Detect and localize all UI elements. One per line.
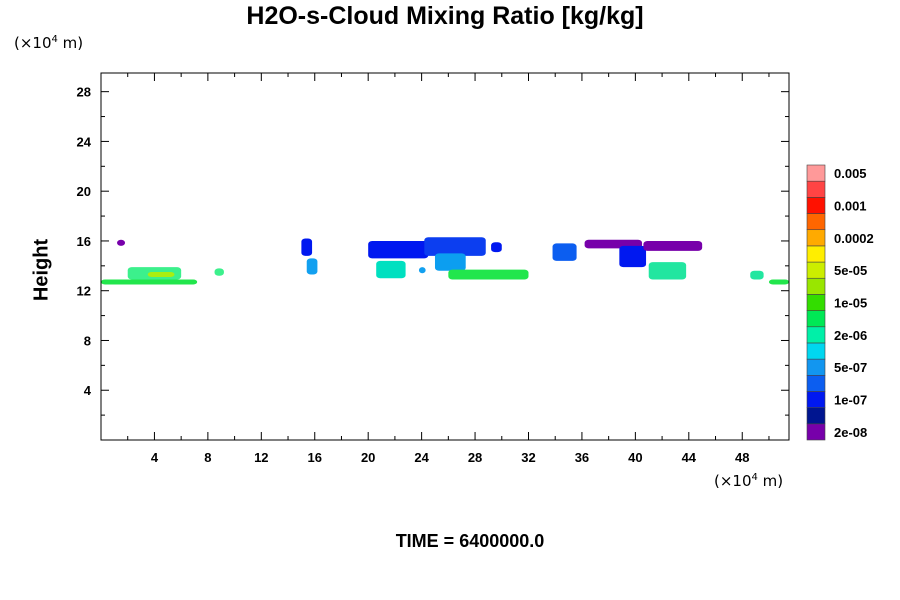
colorbar-swatch [806, 197, 826, 214]
cloud-patch [424, 237, 486, 256]
x-tick-label: 36 [575, 450, 589, 465]
colorbar-label: 1e-07 [834, 393, 867, 408]
cloud-patch [768, 279, 789, 285]
colorbar-label: 5e-07 [834, 360, 867, 375]
cloud-patch [147, 272, 175, 278]
cloud-patch [750, 270, 764, 280]
cloud-patch [648, 262, 687, 280]
x-tick-label: 16 [308, 450, 322, 465]
colorbar-swatch [806, 423, 826, 441]
colorbar-label: 0.005 [834, 166, 867, 181]
y-unit-suffix: m) [57, 34, 84, 52]
x-unit-exponent: 4 [751, 472, 758, 483]
cloud-patch [368, 240, 429, 259]
plot-frame [100, 72, 790, 441]
colorbar-label: 2e-06 [834, 328, 867, 343]
colorbar-swatch [806, 261, 826, 279]
x-tick-label: 32 [521, 450, 535, 465]
y-axis-unit: (×104 m) [14, 34, 83, 52]
colorbar-swatch [806, 358, 826, 376]
x-tick-label: 44 [682, 450, 697, 465]
y-unit-exponent: 4 [51, 34, 58, 45]
colorbar-swatch [806, 164, 826, 182]
cloud-patch [491, 242, 502, 253]
colorbar-label: 0.001 [834, 198, 867, 213]
cloud-patch [101, 279, 198, 285]
x-tick-label: 24 [414, 450, 429, 465]
x-tick-label: 40 [628, 450, 642, 465]
x-axis-unit: (×104 m) [714, 472, 783, 490]
cloud-patch [376, 260, 406, 279]
colorbar-swatch [806, 294, 826, 311]
x-tick-label: 8 [204, 450, 211, 465]
colorbar-label: 0.0002 [834, 231, 874, 246]
x-tick-label: 12 [254, 450, 268, 465]
cloud-patch [418, 267, 426, 274]
colorbar-label: 1e-05 [834, 296, 867, 311]
colorbar-swatch [806, 213, 826, 231]
y-tick-label: 8 [84, 333, 91, 348]
cloud-patch [301, 238, 313, 256]
cloud-patch [643, 240, 703, 251]
x-unit-suffix: m) [757, 472, 784, 490]
x-unit-prefix: (×10 [714, 472, 752, 490]
x-tick-label: 48 [735, 450, 749, 465]
cloud-patch [619, 245, 647, 268]
colorbar-swatch [806, 277, 826, 295]
colorbar-swatch [806, 391, 826, 408]
colorbar-swatch [806, 229, 826, 247]
y-tick-label: 20 [77, 184, 91, 199]
y-tick-label: 16 [77, 234, 91, 249]
x-tick-label: 4 [151, 450, 159, 465]
y-tick-label: 12 [77, 284, 91, 299]
colorbar-swatch [806, 310, 826, 328]
cloud-patch [434, 253, 466, 271]
colorbar-swatch [806, 374, 826, 392]
x-tick-label: 20 [361, 450, 375, 465]
time-label: TIME = 6400000.0 [395, 531, 545, 551]
y-tick-label: 28 [77, 85, 91, 100]
cloud-patch [448, 269, 529, 280]
cloud-patch [306, 258, 318, 275]
colorbar-label: 2e-08 [834, 425, 867, 440]
x-tick-label: 28 [468, 450, 482, 465]
colorbar-label: 5e-05 [834, 263, 867, 278]
colorbar-swatch [806, 342, 826, 360]
cloud-patch [552, 243, 577, 261]
chart-title: H2O-s-Cloud Mixing Ratio [kg/kg] [246, 2, 644, 30]
colorbar-swatch [806, 326, 826, 344]
colorbar-swatch [806, 245, 826, 263]
colorbar-swatch [806, 180, 826, 198]
y-tick-label: 24 [77, 134, 92, 149]
y-tick-label: 4 [84, 383, 92, 398]
cloud-patch [214, 268, 224, 276]
cloud-patch [117, 239, 126, 246]
colorbar-swatch [806, 407, 826, 425]
y-unit-prefix: (×10 [14, 34, 52, 52]
